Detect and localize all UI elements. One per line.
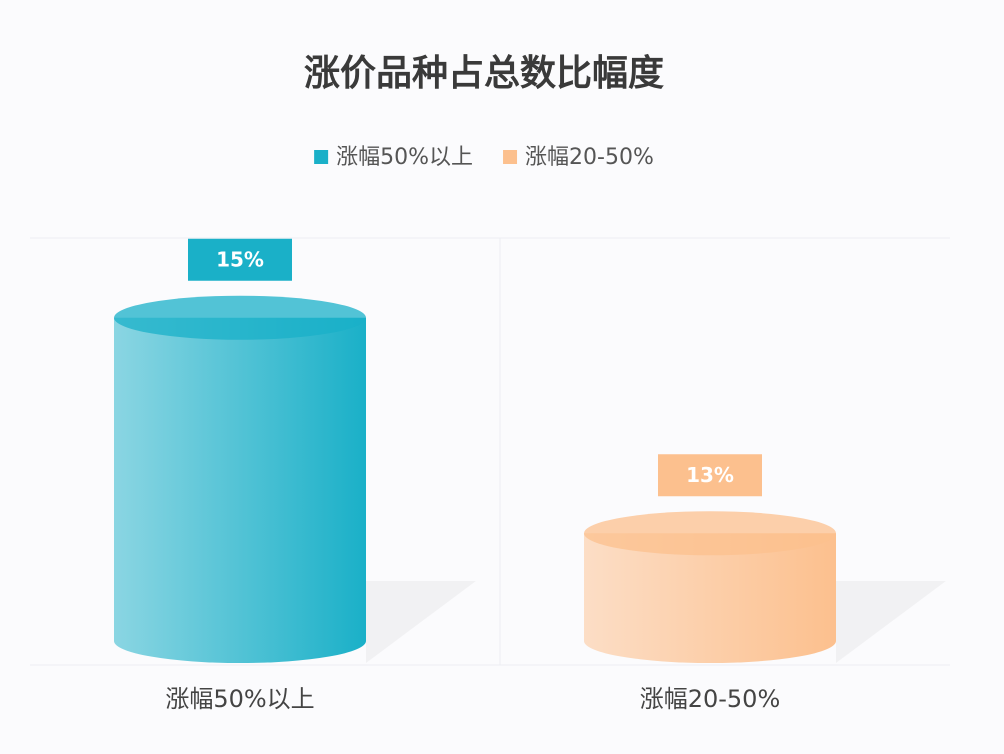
cylinder bbox=[584, 533, 836, 663]
legend: 涨幅50%以上 涨幅20-50% bbox=[314, 145, 654, 170]
value-label: 15% bbox=[216, 247, 264, 271]
cylinder-shadow bbox=[836, 581, 946, 663]
value-label-box bbox=[658, 454, 762, 497]
cylinder-shadow bbox=[366, 581, 476, 663]
legend-swatch bbox=[314, 150, 329, 164]
cylinder-top bbox=[114, 295, 366, 340]
value-label: 13% bbox=[686, 463, 734, 487]
legend-label: 涨幅50%以上 bbox=[336, 145, 473, 170]
x-tick-label: 涨幅50%以上 bbox=[165, 685, 314, 713]
chart-title: 涨价品种占总数比幅度 bbox=[304, 53, 664, 94]
x-tick-label: 涨幅20-50% bbox=[640, 685, 781, 713]
cylinder bbox=[114, 317, 366, 663]
cylinder-top bbox=[584, 511, 836, 556]
legend-label: 涨幅20-50% bbox=[525, 145, 654, 170]
value-label-box bbox=[188, 238, 292, 281]
legend-swatch bbox=[503, 150, 518, 164]
